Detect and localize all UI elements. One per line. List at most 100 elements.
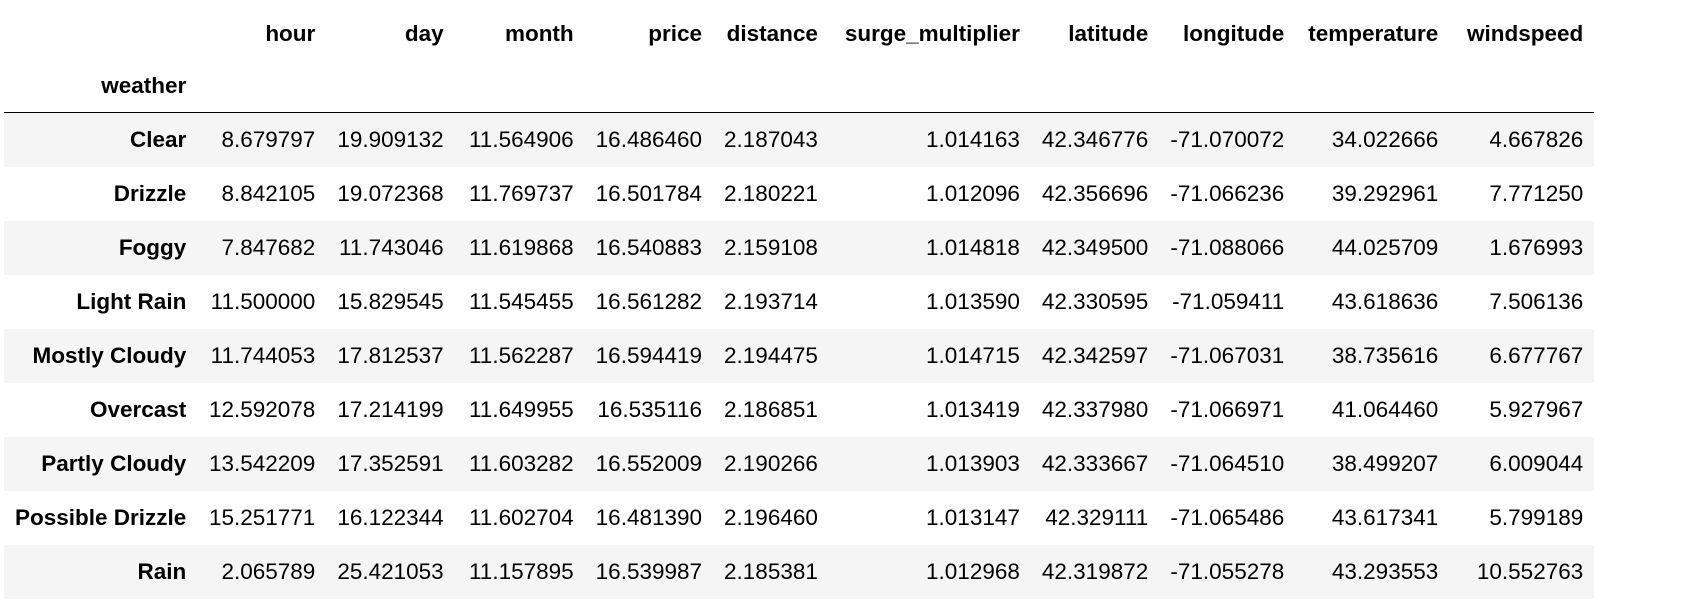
table-cell: 16.501784 [595,180,703,206]
table-cell: 6.677767 [1489,342,1584,368]
table-cell: 2.193714 [724,288,818,314]
table-cell: 16.540883 [595,234,703,260]
table-cell: 1.013590 [926,288,1020,314]
table-cell: 17.352591 [337,450,444,476]
table-cell: 4.667826 [1489,126,1584,152]
table-cell: 11.649955 [468,396,574,422]
table-cell: 11.157895 [468,558,574,584]
column-header: longitude [1183,21,1285,46]
table-cell: 19.909132 [337,126,444,152]
row-index-label: Possible Drizzle [15,504,187,530]
table-cell: 11.744053 [210,342,316,368]
table-cell: 42.356696 [1041,180,1149,206]
table-cell: -71.064510 [1170,450,1285,476]
table-row: Overcast 12.592078 17.214199 11.649955 16.53… [4,382,1595,437]
table-row: Partly Cloudy 13.542209 17.352591 11.603282… [4,436,1595,491]
table-cell: 42.333667 [1041,450,1149,476]
table-cell: -71.059411 [1172,288,1285,314]
row-index-label: Light Rain [76,288,187,314]
table-cell: 6.009044 [1489,450,1584,476]
table-cell: 2.187043 [724,126,818,152]
weather-dataframe-table: hour day month price distance surge_mult… [4,8,1595,599]
table-cell: 7.771250 [1489,180,1584,206]
table-cell: 7.506136 [1489,288,1584,314]
column-header: hour [265,21,316,46]
table-cell: 44.025709 [1331,234,1439,260]
table-cell: 34.022666 [1331,126,1439,152]
table-cell: -71.070072 [1170,126,1285,152]
table-cell: 39.292961 [1331,180,1439,206]
table-cell: 1.014715 [926,342,1020,368]
header-corner-cell [4,8,197,60]
table-cell: -71.055278 [1170,558,1285,584]
column-header: windspeed [1466,21,1584,46]
row-index-label: Partly Cloudy [41,450,187,476]
table-cell: 11.562287 [468,342,574,368]
table-cell: 19.072368 [337,180,444,206]
table-cell: 16.481390 [595,504,703,530]
table-cell: -71.066971 [1170,396,1285,422]
column-header: price [648,21,703,46]
column-header-row: hour day month price distance surge_mult… [4,8,1594,60]
table-cell: 11.619868 [468,234,574,260]
table-cell: 11.743046 [338,234,444,260]
table-cell: 13.542209 [208,450,316,476]
table-cell: 43.617341 [1331,504,1439,530]
index-name: weather [101,73,187,98]
table-cell: 42.346776 [1041,126,1149,152]
table-cell: -71.067031 [1170,342,1285,368]
table-row: Possible Drizzle 15.251771 16.122344 11.602… [4,490,1595,545]
table-cell: 15.829545 [337,288,444,314]
column-header: latitude [1068,21,1149,46]
table-cell: 1.014163 [926,126,1020,152]
table-cell: -71.065486 [1170,504,1285,530]
column-header: distance [726,21,818,46]
table-cell: -71.088066 [1170,234,1285,260]
table-cell: 41.064460 [1331,396,1439,422]
table-cell: 42.329111 [1045,504,1149,530]
table-cell: 2.190266 [724,450,818,476]
column-header: surge_multiplier [844,21,1020,46]
table-cell: 8.842105 [221,180,316,206]
table-cell: 12.592078 [208,396,316,422]
table-row: Foggy 7.847682 11.743046 11.619868 16.540883… [4,220,1595,275]
table-cell: 42.349500 [1041,234,1149,260]
table-cell: 2.159108 [724,234,818,260]
row-index-label: Drizzle [113,180,187,206]
table-cell: 38.735616 [1331,342,1439,368]
table-cell: 17.214199 [337,396,444,422]
table-cell: 2.186851 [724,396,818,422]
column-header: day [404,21,444,46]
table-cell: 11.602704 [468,504,574,530]
table-row: Light Rain 11.500000 15.829545 11.545455 16.… [4,274,1595,329]
column-header: month [504,21,574,46]
table-cell: 1.013903 [926,450,1020,476]
table-cell: 11.603282 [468,450,574,476]
table-row: Clear 8.679797 19.909132 11.564906 16.486460… [4,112,1595,167]
table-cell: 16.122344 [337,504,444,530]
table-cell: 42.330595 [1041,288,1149,314]
row-index-label: Foggy [118,234,187,260]
table-cell: 11.769737 [468,180,574,206]
table-cell: 11.500000 [210,288,316,314]
table-cell: 5.927967 [1489,396,1584,422]
row-index-label: Overcast [89,396,187,422]
table-body: Clear 8.679797 19.909132 11.564906 16.486460… [4,112,1595,599]
table-cell: 16.486460 [595,126,703,152]
table-cell: -71.066236 [1170,180,1285,206]
table-cell: 2.185381 [724,558,818,584]
index-name-row: weather [4,60,1595,113]
table-cell: 16.561282 [595,288,703,314]
table-cell: 42.342597 [1041,342,1149,368]
table-cell: 16.594419 [595,342,703,368]
table-cell: 11.564906 [468,126,574,152]
table-cell: 38.499207 [1331,450,1439,476]
table-cell: 42.337980 [1041,396,1149,422]
table-cell: 42.319872 [1041,558,1149,584]
table-cell: 17.812537 [337,342,444,368]
column-header: temperature [1308,21,1439,46]
table-cell: 11.545455 [468,288,574,314]
table-cell: 1.014818 [926,234,1020,260]
table-cell: 1.012968 [926,558,1020,584]
